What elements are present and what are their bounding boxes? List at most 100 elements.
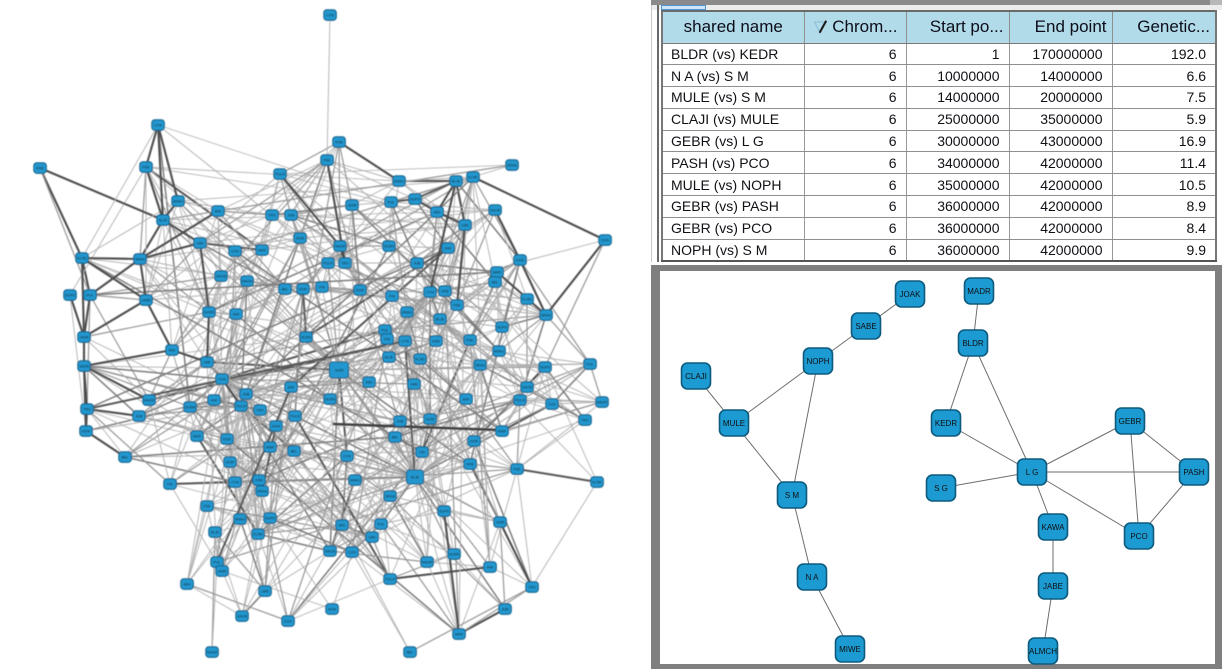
svg-text:COG: COG xyxy=(231,250,239,254)
svg-text:PUL: PUL xyxy=(388,201,395,205)
svg-text:JASR: JASR xyxy=(79,336,89,340)
svg-text:FIN: FIN xyxy=(167,483,173,487)
svg-text:KRB: KRB xyxy=(36,167,44,171)
svg-text:KLRE: KLRE xyxy=(77,257,87,261)
svg-text:TRO: TRO xyxy=(528,586,536,590)
svg-text:COG: COG xyxy=(601,239,609,243)
svg-text:PUL: PUL xyxy=(587,363,594,367)
svg-text:MAR: MAR xyxy=(258,249,266,253)
svg-text:ANAU: ANAU xyxy=(235,518,245,522)
svg-text:ALMCH: ALMCH xyxy=(1029,647,1057,656)
svg-text:LWE: LWE xyxy=(261,590,269,594)
svg-text:KLRE: KLRE xyxy=(415,358,425,362)
svg-text:AMI: AMI xyxy=(463,398,469,402)
svg-text:SRAA: SRAA xyxy=(541,314,551,318)
svg-text:DOR: DOR xyxy=(223,438,231,442)
svg-text:SUPS: SUPS xyxy=(65,294,75,298)
svg-text:DOR: DOR xyxy=(470,440,478,444)
svg-text:DOR: DOR xyxy=(299,288,307,292)
svg-text:NAGR: NAGR xyxy=(207,651,218,655)
svg-text:SACB: SACB xyxy=(216,275,226,279)
svg-text:BEL: BEL xyxy=(282,288,289,292)
svg-text:SRAA: SRAA xyxy=(475,364,485,368)
svg-text:S G: S G xyxy=(934,484,948,493)
svg-text:KLRE: KLRE xyxy=(468,176,478,180)
svg-text:PSE: PSE xyxy=(323,159,331,163)
svg-text:LWE: LWE xyxy=(196,242,204,246)
svg-text:KLRE: KLRE xyxy=(592,481,602,485)
svg-text:AMI: AMI xyxy=(288,386,294,390)
svg-text:SACB: SACB xyxy=(522,386,532,390)
svg-text:SUSN: SUSN xyxy=(384,245,394,249)
svg-text:FIN: FIN xyxy=(389,295,395,299)
svg-text:KRB: KRB xyxy=(335,141,343,145)
svg-text:SUSN: SUSN xyxy=(204,311,214,315)
svg-text:SUPS: SUPS xyxy=(265,517,275,521)
svg-text:SRAA: SRAA xyxy=(257,490,267,494)
svg-text:JOAK: JOAK xyxy=(900,290,922,299)
svg-text:PUL: PUL xyxy=(382,329,389,333)
svg-text:KEW: KEW xyxy=(426,418,435,422)
svg-text:DOR: DOR xyxy=(356,289,364,293)
svg-text:COG: COG xyxy=(348,551,356,555)
svg-text:SUPS: SUPS xyxy=(439,510,449,514)
svg-text:PULR: PULR xyxy=(385,578,395,582)
svg-text:DOR: DOR xyxy=(226,461,234,465)
svg-text:AMI: AMI xyxy=(233,313,239,317)
svg-text:SUSN: SUSN xyxy=(301,336,311,340)
svg-text:BEL: BEL xyxy=(291,450,298,454)
svg-text:JABE: JABE xyxy=(1043,582,1063,591)
svg-text:BLJE: BLJE xyxy=(211,531,220,535)
svg-text:BEL: BEL xyxy=(492,281,499,285)
svg-text:TRO: TRO xyxy=(341,262,349,266)
svg-text:SACB: SACB xyxy=(325,550,335,554)
svg-text:SRAA: SRAA xyxy=(385,495,395,499)
svg-text:KEW: KEW xyxy=(328,608,337,612)
svg-text:PUL: PUL xyxy=(87,294,94,298)
svg-text:CYN: CYN xyxy=(154,124,162,128)
svg-text:PULR: PULR xyxy=(323,262,333,266)
svg-text:MIWE: MIWE xyxy=(839,645,861,654)
svg-text:NAGR: NAGR xyxy=(335,245,346,249)
svg-text:KEW: KEW xyxy=(516,259,525,263)
svg-text:PUL: PUL xyxy=(214,561,221,565)
svg-text:L G: L G xyxy=(1026,468,1039,477)
svg-text:NOPH: NOPH xyxy=(806,357,829,366)
svg-text:ANAU: ANAU xyxy=(394,180,404,184)
svg-text:NAGR: NAGR xyxy=(422,561,433,565)
svg-text:NAGR: NAGR xyxy=(597,401,608,405)
svg-text:COG: COG xyxy=(548,403,556,407)
svg-text:LWE: LWE xyxy=(203,361,211,365)
svg-text:SUPS: SUPS xyxy=(410,198,420,202)
svg-text:MAR: MAR xyxy=(493,271,501,275)
svg-text:GEBR: GEBR xyxy=(1119,417,1142,426)
svg-text:JASR: JASR xyxy=(495,521,505,525)
svg-text:LWE: LWE xyxy=(368,536,376,540)
svg-text:NAGR: NAGR xyxy=(242,280,253,284)
svg-text:SRAA: SRAA xyxy=(507,164,517,168)
svg-text:PULR: PULR xyxy=(236,405,246,409)
svg-text:SRAA: SRAA xyxy=(135,258,145,262)
svg-text:KLRE: KLRE xyxy=(522,298,532,302)
svg-text:SUSN: SUSN xyxy=(449,553,459,557)
svg-text:BLJE: BLJE xyxy=(411,476,420,480)
svg-text:JUB: JUB xyxy=(397,420,404,424)
svg-text:JASR: JASR xyxy=(141,299,151,303)
svg-text:JUB: JUB xyxy=(243,393,250,397)
svg-text:PSE: PSE xyxy=(513,468,521,472)
svg-text:CYN: CYN xyxy=(326,14,334,18)
svg-text:SUSN: SUSN xyxy=(325,398,335,402)
svg-text:KEDR: KEDR xyxy=(935,419,957,428)
svg-text:BLJE: BLJE xyxy=(159,219,168,223)
svg-text:KLRE: KLRE xyxy=(253,533,263,537)
svg-text:CYN: CYN xyxy=(231,481,239,485)
svg-text:SUPS: SUPS xyxy=(540,366,550,370)
svg-text:JUB: JUB xyxy=(288,214,295,218)
svg-text:PSE: PSE xyxy=(466,339,474,343)
svg-text:SABE: SABE xyxy=(855,322,876,331)
svg-text:NAGR: NAGR xyxy=(144,399,155,403)
svg-text:TRO: TRO xyxy=(256,409,264,413)
svg-text:MULE: MULE xyxy=(723,419,745,428)
svg-text:SACB: SACB xyxy=(79,365,89,369)
svg-text:ANAU: ANAU xyxy=(494,350,504,354)
